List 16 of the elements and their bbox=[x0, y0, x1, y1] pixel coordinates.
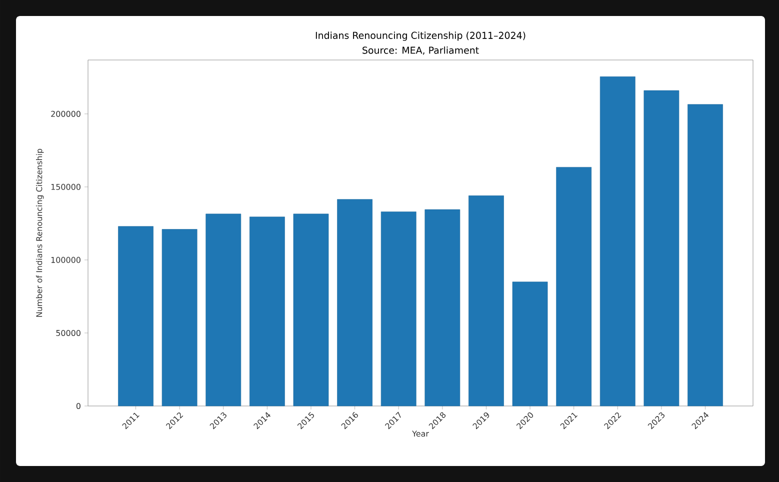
bar bbox=[118, 226, 154, 406]
bar bbox=[688, 104, 723, 406]
bar bbox=[556, 167, 592, 406]
bar bbox=[644, 90, 680, 406]
bar bbox=[380, 212, 416, 406]
bar bbox=[468, 196, 504, 406]
bar bbox=[337, 199, 372, 406]
bar bbox=[512, 282, 548, 406]
bar bbox=[600, 76, 636, 406]
bar bbox=[424, 209, 460, 406]
bar bbox=[206, 214, 242, 406]
chart-title: Indians Renouncing Citizenship (2011–2024) bbox=[316, 32, 526, 41]
bar bbox=[162, 229, 198, 406]
bar bbox=[293, 214, 329, 406]
chart-subtitle: Source: MEA, Parliament bbox=[362, 46, 479, 55]
bar bbox=[250, 216, 285, 406]
